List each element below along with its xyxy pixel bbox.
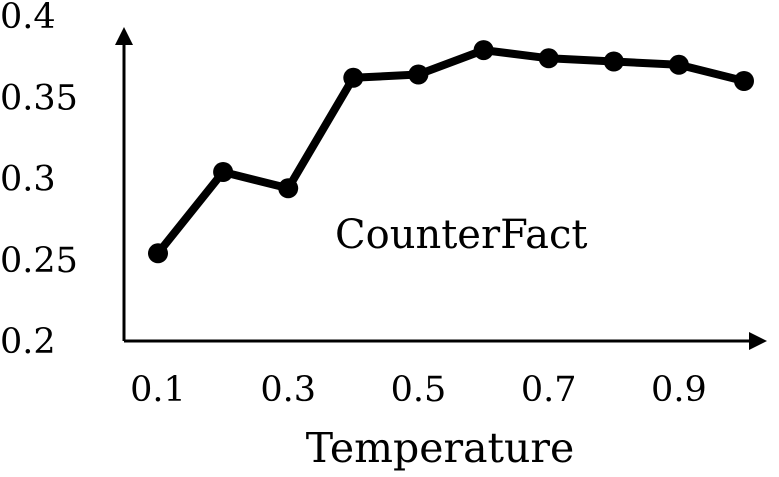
x-tick-labels: 0.1 0.3 0.5 0.7 0.9 [130, 370, 707, 410]
data-point [603, 51, 624, 72]
x-axis-title: Temperature [306, 424, 575, 472]
data-point [538, 48, 559, 69]
data-point [734, 71, 754, 91]
y-tick-labels: 0.2 0.25 0.3 0.35 0.4 [0, 0, 78, 362]
y-tick-label: 0.4 [0, 0, 56, 37]
chart-annotation: CounterFact [335, 212, 587, 258]
data-point [343, 67, 364, 88]
x-tick-label: 0.1 [130, 370, 186, 410]
x-tick-label: 0.7 [521, 370, 577, 410]
y-tick-label: 0.2 [0, 322, 56, 362]
y-tick-label: 0.25 [0, 241, 78, 281]
data-point [668, 54, 689, 75]
series-line [154, 46, 748, 258]
y-tick-label: 0.3 [0, 160, 56, 200]
series-points [148, 40, 754, 264]
data-point [473, 40, 494, 61]
x-tick-label: 0.3 [260, 370, 316, 410]
data-point [278, 178, 299, 199]
x-tick-label: 0.9 [651, 370, 707, 410]
y-tick-label: 0.35 [0, 78, 78, 118]
data-point [213, 162, 234, 182]
data-point [408, 64, 429, 85]
data-point [148, 243, 168, 264]
x-tick-label: 0.5 [391, 370, 447, 410]
